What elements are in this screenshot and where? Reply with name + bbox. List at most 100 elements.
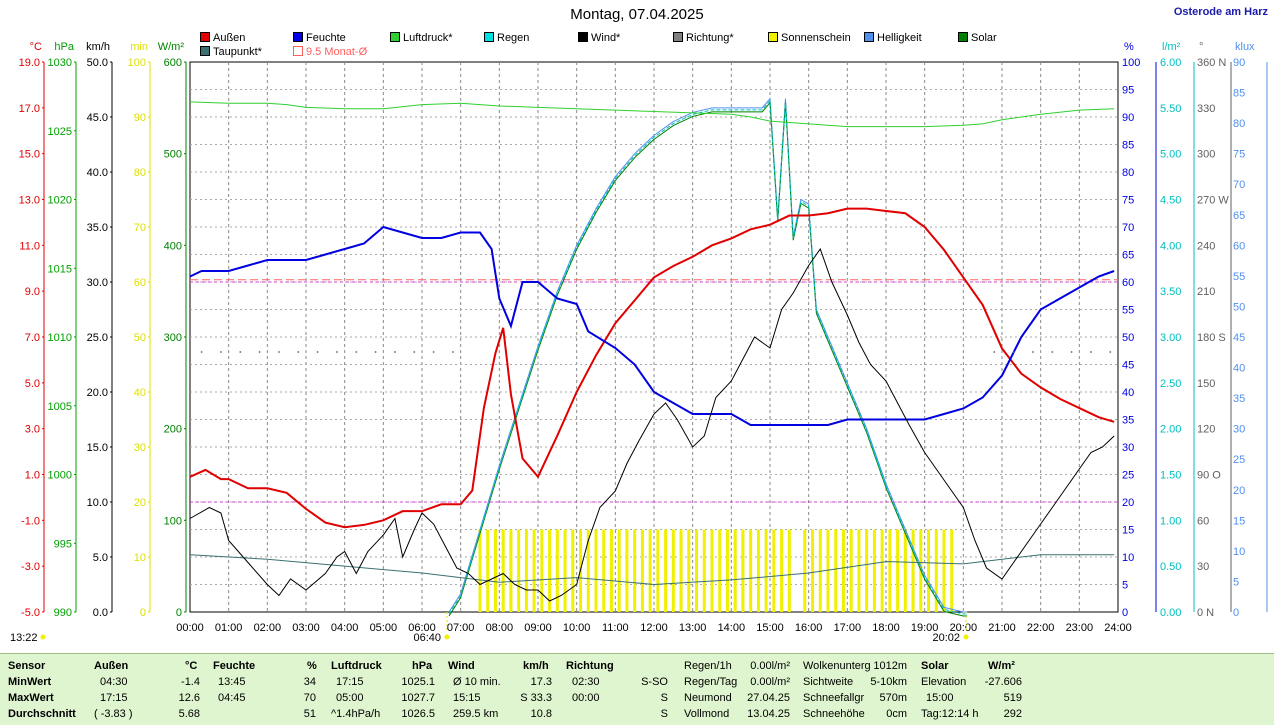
sunshine-bar (625, 529, 629, 612)
direction-dot (297, 351, 300, 353)
y-tick-label: 2.50 (1160, 378, 1181, 390)
y-tick-label: 30 (1197, 561, 1209, 573)
solar-line (448, 101, 968, 617)
legend-swatch (484, 32, 494, 42)
stats-cell: 5-10km (870, 676, 907, 688)
stats-cell: 1025.1 (401, 676, 435, 688)
stats-cell: 519 (1003, 692, 1022, 704)
stats-cell: Elevation (921, 676, 967, 688)
direction-dot (993, 351, 996, 353)
sunshine-bar (555, 529, 559, 612)
y-tick-label: 45 (1122, 360, 1134, 372)
legend-swatch (958, 32, 968, 42)
stats-header-feuchte: Feuchte (213, 660, 256, 672)
legend-item: Taupunkt* (200, 46, 262, 58)
sunshine-bar (702, 529, 706, 612)
y-tick-label: 20 (1122, 497, 1134, 509)
stats-cell: Regen/1h (684, 660, 732, 672)
direction-dot (1051, 351, 1054, 353)
sunshine-bar (640, 529, 644, 612)
sunshine-bar (524, 529, 528, 612)
y-tick-label: 15.0 (87, 442, 108, 454)
stats-header-solar-unit: W/m² (988, 660, 1015, 672)
y-tick-label: 6.00 (1160, 57, 1181, 69)
y-tick-label: 150 (1197, 378, 1215, 390)
y-tick-label: 1005 (48, 401, 72, 413)
axis-unit-left: W/m² (158, 41, 185, 53)
y-tick-label: 17.0 (19, 103, 40, 115)
direction-dot (200, 351, 203, 353)
y-tick-label: -1.0 (21, 515, 40, 527)
direction-dot (258, 351, 261, 353)
stats-row-label: MaxWert (8, 692, 54, 704)
regen-line (448, 99, 968, 615)
y-tick-label: 0.0 (93, 607, 108, 619)
x-tick-label: 17:00 (834, 622, 862, 634)
sunshine-bar (509, 529, 513, 612)
y-tick-label: 1.0 (25, 470, 40, 482)
sunshine-bar (865, 529, 869, 612)
y-tick-label: 30 (134, 442, 146, 454)
y-tick-label: 100 (128, 57, 146, 69)
y-tick-label: 4.00 (1160, 240, 1181, 252)
legend-label: 9.5 Monat-Ø (306, 46, 368, 58)
y-tick-label: 75 (1122, 195, 1134, 207)
x-tick-label: 13:00 (679, 622, 707, 634)
stats-cell: Neumond (684, 692, 732, 704)
stats-cell: 13.04.25 (747, 708, 790, 720)
stats-header-luftdruck-unit: hPa (412, 660, 433, 672)
legend-swatch (390, 32, 400, 42)
stats-cell: 70 (303, 692, 316, 704)
legend-item: Feuchte (293, 32, 346, 44)
y-tick-label: 70 (1233, 179, 1245, 191)
sunshine-bar (741, 529, 745, 612)
stats-cell: 292 (1003, 708, 1022, 720)
y-tick-label: 300 (164, 332, 182, 344)
x-tick-label: 23:00 (1066, 622, 1094, 634)
legend-swatch (578, 32, 588, 42)
stats-header-aussen-unit: °C (185, 660, 198, 672)
sunshine-bar (671, 529, 675, 612)
stats-cell: -1.4 (181, 676, 200, 688)
legend-swatch (673, 32, 683, 42)
y-tick-label: 70 (1122, 222, 1134, 234)
y-tick-label: 75 (1233, 149, 1245, 161)
sunshine-bar (841, 529, 845, 612)
stats-row-label: Durchschnitt (8, 708, 76, 720)
y-tick-label: 0 (1233, 607, 1239, 619)
sunshine-bar (780, 529, 784, 612)
y-tick-label: 25 (1233, 454, 1245, 466)
y-tick-label: 990 (54, 607, 72, 619)
sunshine-bar (888, 529, 892, 612)
legend-swatch (200, 32, 210, 42)
y-tick-label: 20 (134, 497, 146, 509)
y-tick-label: 0 (140, 607, 146, 619)
y-tick-label: 20.0 (87, 387, 108, 399)
sunshine-bar (710, 529, 714, 612)
y-tick-label: 300 (1197, 149, 1215, 161)
stats-header-aussen: Außen (94, 660, 129, 672)
stats-cell: 17:15 (100, 692, 128, 704)
y-tick-label: 60 (1122, 277, 1134, 289)
sunshine-bar (725, 529, 729, 612)
axis-unit-right: klux (1235, 41, 1255, 53)
series-line-außen (189, 207, 1115, 529)
stats-header-sensor: Sensor (8, 660, 46, 672)
direction-dot (1090, 351, 1092, 353)
stats-header-wind-unit: km/h (523, 660, 549, 672)
y-tick-label: 100 (164, 515, 182, 527)
sunshine-bar (787, 529, 791, 612)
sunshine-bar (563, 529, 567, 612)
legend-label: Sonnenschein (781, 32, 851, 44)
stats-cell: 12.6 (178, 692, 200, 704)
sunshine-bar (695, 529, 699, 612)
y-tick-label: 35 (1233, 393, 1245, 405)
sunshine-bar (617, 529, 621, 612)
x-tick-label: 01:00 (215, 622, 243, 634)
sunshine-bar (872, 529, 876, 612)
sunshine-bar (849, 529, 853, 612)
stats-cell: 15:15 (453, 692, 481, 704)
y-tick-label: 0.00 (1160, 607, 1181, 619)
stats-cell: S (660, 708, 668, 720)
y-tick-label: 7.0 (25, 332, 40, 344)
